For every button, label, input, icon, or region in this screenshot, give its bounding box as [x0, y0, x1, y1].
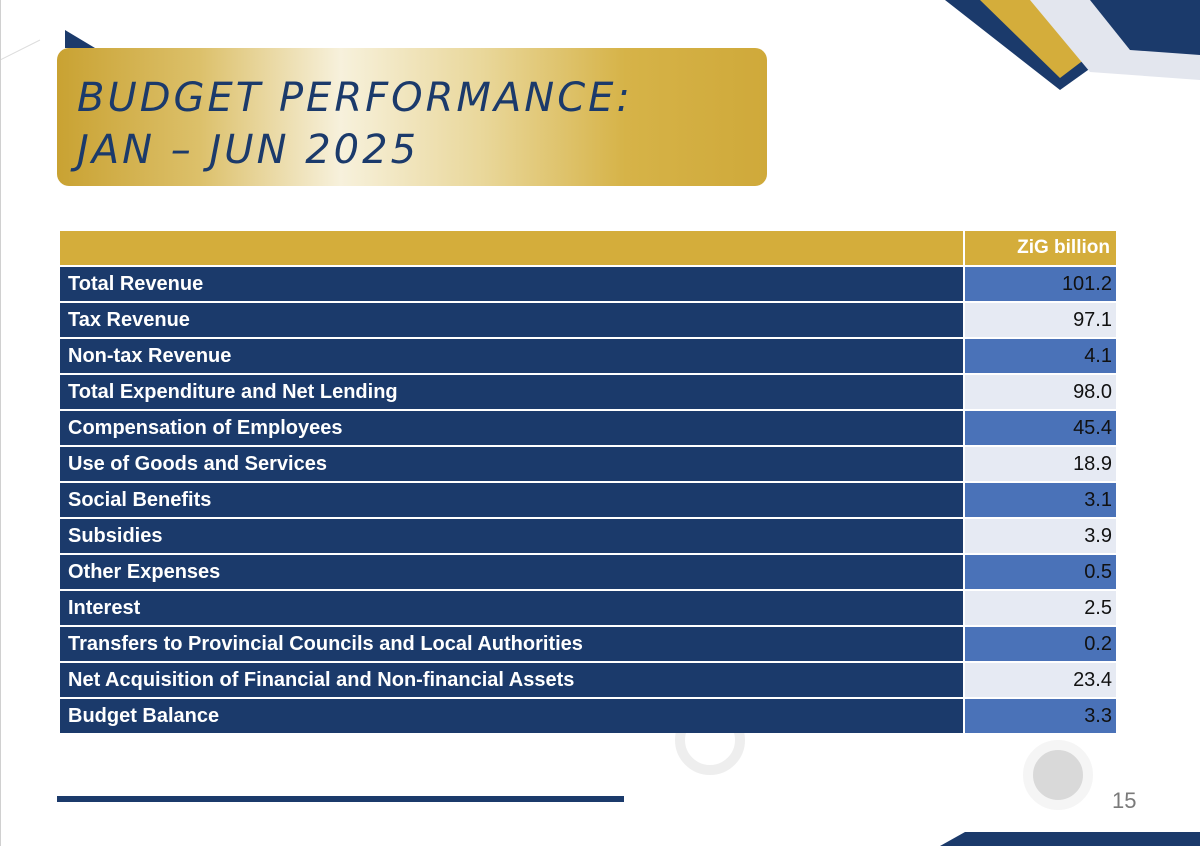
unit-header: ZiG billion — [965, 231, 1116, 265]
title-banner: BUDGET PERFORMANCE: JAN – JUN 2025 — [57, 48, 767, 186]
row-label: Total Expenditure and Net Lending — [60, 375, 963, 409]
row-value: 3.1 — [965, 483, 1116, 517]
table-row: Net Acquisition of Financial and Non-fin… — [60, 663, 1116, 697]
table-header-row: ZiG billion — [60, 231, 1116, 265]
table-row: Budget Balance 3.3 — [60, 699, 1116, 733]
row-label: Use of Goods and Services — [60, 447, 963, 481]
row-value: 0.5 — [965, 555, 1116, 589]
table-row: Transfers to Provincial Councils and Loc… — [60, 627, 1116, 661]
table-row: Total Expenditure and Net Lending 98.0 — [60, 375, 1116, 409]
row-value: 0.2 — [965, 627, 1116, 661]
row-value: 23.4 — [965, 663, 1116, 697]
row-value: 97.1 — [965, 303, 1116, 337]
row-label: Compensation of Employees — [60, 411, 963, 445]
row-label: Budget Balance — [60, 699, 963, 733]
title-line-2: JAN – JUN 2025 — [77, 127, 420, 173]
row-value: 98.0 — [965, 375, 1116, 409]
row-label: Other Expenses — [60, 555, 963, 589]
row-label: Tax Revenue — [60, 303, 963, 337]
table-row: Social Benefits 3.1 — [60, 483, 1116, 517]
table-row: Non-tax Revenue 4.1 — [60, 339, 1116, 373]
table-row: Subsidies 3.9 — [60, 519, 1116, 553]
table-row: Tax Revenue 97.1 — [60, 303, 1116, 337]
row-value: 3.9 — [965, 519, 1116, 553]
row-value: 3.3 — [965, 699, 1116, 733]
row-value: 101.2 — [965, 267, 1116, 301]
row-value: 2.5 — [965, 591, 1116, 625]
row-value: 18.9 — [965, 447, 1116, 481]
table-row: Use of Goods and Services 18.9 — [60, 447, 1116, 481]
row-label: Non-tax Revenue — [60, 339, 963, 373]
row-label: Interest — [60, 591, 963, 625]
table-row: Compensation of Employees 45.4 — [60, 411, 1116, 445]
footer-divider — [57, 796, 624, 802]
row-value: 4.1 — [965, 339, 1116, 373]
row-label: Net Acquisition of Financial and Non-fin… — [60, 663, 963, 697]
row-label: Total Revenue — [60, 267, 963, 301]
slide-title: BUDGET PERFORMANCE: JAN – JUN 2025 — [77, 72, 633, 176]
row-label: Social Benefits — [60, 483, 963, 517]
row-label: Subsidies — [60, 519, 963, 553]
header-label-cell — [60, 231, 963, 265]
title-line-1: BUDGET PERFORMANCE: — [77, 75, 633, 121]
row-value: 45.4 — [965, 411, 1116, 445]
budget-table: ZiG billion Total Revenue 101.2 Tax Reve… — [58, 229, 1118, 735]
row-label: Transfers to Provincial Councils and Loc… — [60, 627, 963, 661]
page-number: 15 — [1112, 788, 1137, 813]
table-row: Total Revenue 101.2 — [60, 267, 1116, 301]
table-row: Other Expenses 0.5 — [60, 555, 1116, 589]
table-row: Interest 2.5 — [60, 591, 1116, 625]
